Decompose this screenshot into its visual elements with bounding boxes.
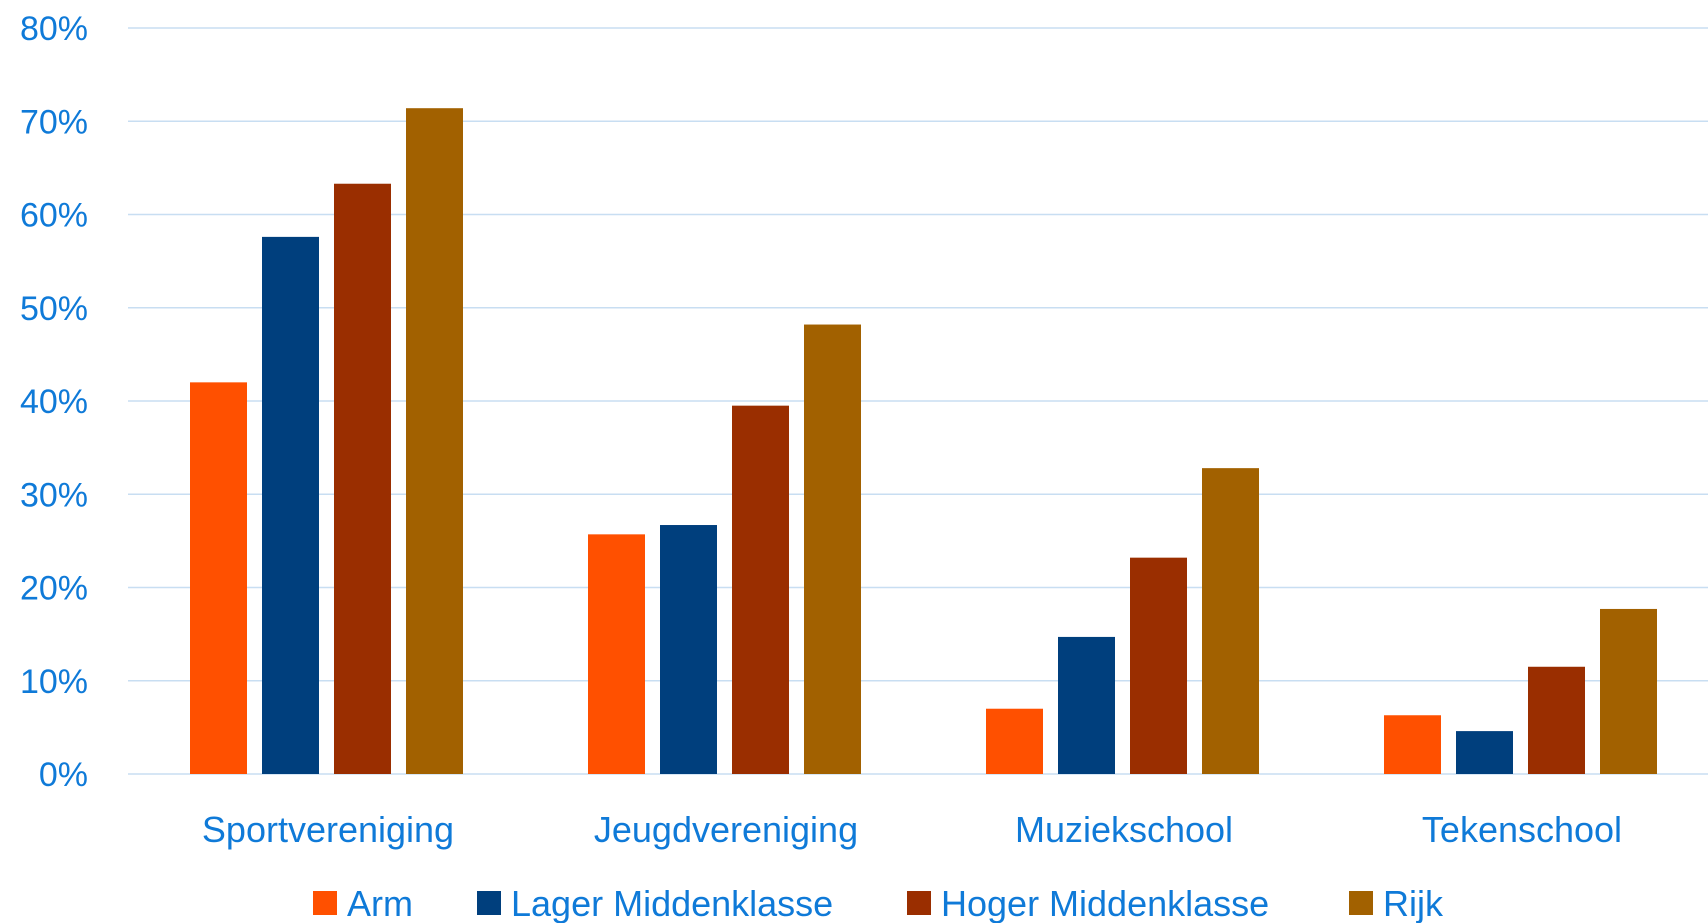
bar (1384, 715, 1441, 774)
legend-item: Lager Middenklasse (477, 883, 833, 923)
legend-label: Arm (347, 883, 413, 923)
bar (1528, 666, 1585, 774)
legend-label: Lager Middenklasse (511, 883, 833, 923)
x-category-label: Muziekschool (1015, 809, 1233, 850)
bar (334, 183, 391, 775)
y-tick-label: 20% (20, 570, 88, 608)
bar (804, 324, 861, 774)
bar-group-sportvereniging (190, 108, 463, 775)
legend-swatch (477, 891, 501, 915)
bar (190, 382, 247, 774)
y-tick-label: 50% (20, 290, 88, 328)
bar-group-tekenschool (1384, 608, 1657, 774)
legend-swatch (1349, 891, 1373, 915)
bar (660, 525, 717, 774)
legend-swatch (907, 891, 931, 915)
y-tick-label: 40% (20, 383, 88, 421)
x-category-label: Jeugdvereniging (594, 809, 858, 850)
bar (1456, 731, 1513, 774)
legend-swatch (313, 891, 337, 915)
y-tick-label: 80% (20, 10, 88, 48)
legend-item: Arm (313, 883, 413, 923)
bar (406, 108, 463, 774)
y-tick-label: 0% (39, 756, 88, 794)
bar (588, 534, 645, 774)
x-category-label: Sportvereniging (202, 809, 454, 850)
bar (986, 708, 1043, 774)
bar (1058, 636, 1115, 774)
bar (1600, 608, 1657, 774)
y-axis-tick-labels: 0% 10% 20% 30% 40% 50% 60% 70% 80% (20, 10, 88, 794)
legend-label: Rijk (1383, 883, 1444, 923)
y-tick-label: 60% (20, 197, 88, 235)
legend: Arm Lager Middenklasse Hoger Middenklasse R… (313, 883, 1444, 923)
legend-item: Hoger Middenklasse (907, 883, 1269, 923)
y-tick-label: 70% (20, 103, 88, 141)
legend-label: Hoger Middenklasse (941, 883, 1269, 923)
y-tick-label: 30% (20, 476, 88, 514)
legend-item: Rijk (1349, 883, 1444, 923)
bar-group-jeugdvereniging (588, 324, 861, 774)
bars (190, 108, 1657, 775)
x-axis-category-labels: Sportvereniging Jeugdvereniging Muziekscho… (202, 809, 1622, 850)
gridlines (128, 27, 1708, 775)
bar (1202, 468, 1259, 774)
bar (1130, 557, 1187, 774)
bar (262, 236, 319, 774)
x-category-label: Tekenschool (1422, 809, 1622, 850)
bar (732, 405, 789, 774)
bar-group-muziekschool (986, 468, 1259, 774)
y-tick-label: 10% (20, 663, 88, 701)
